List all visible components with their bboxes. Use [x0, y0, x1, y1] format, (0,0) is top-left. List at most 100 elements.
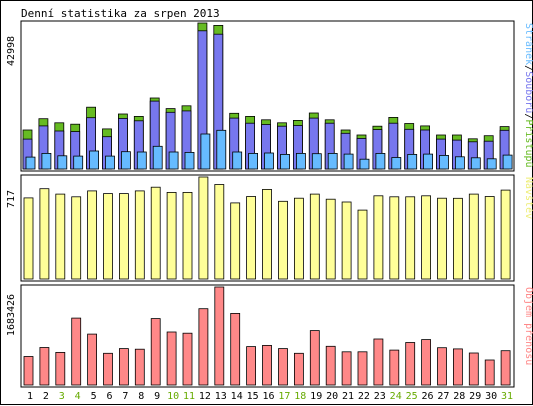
x-axis-day-labels: 1 2 3 4 5 6 7 8 9 10 11 12 13 14 15 16 17 18 19 20 21 22 23 24 2…: [27, 391, 513, 402]
bar-visits-Nvtv-day-19: [309, 193, 320, 280]
bar-visits-Nvtv-day-8: [134, 190, 145, 280]
panel-hits: 42998 Stránek/Souborů/Přístupů: [6, 20, 533, 172]
bar-transfer-Objempenosu-day-30: [484, 359, 495, 386]
bar-visits-Nvtv-day-23: [373, 195, 384, 280]
day-label-30: 30: [485, 391, 497, 402]
bar-hits-Strnek-day-23: [375, 152, 386, 170]
bar-transfer-Objempenosu-day-24: [389, 349, 400, 386]
day-label-27: 27: [437, 391, 449, 402]
bar-visits-Nvtv-day-30: [484, 196, 495, 280]
bar-visits-Nvtv-day-26: [421, 195, 432, 280]
bar-visits-Nvtv-day-5: [87, 190, 97, 280]
day-label-31: 31: [501, 391, 513, 402]
bar-visits-Nvtv-day-11: [182, 191, 193, 280]
panel-visits: 717 Návštěv: [6, 174, 533, 282]
bar-visits-Nvtv-day-4: [71, 196, 82, 280]
bar-hits-Strnek-day-22: [359, 158, 370, 170]
max-label-visits: 717: [6, 190, 17, 208]
legend-entry-transfer-0: Objem přenosu: [523, 287, 533, 365]
bar-transfer-Objempenosu-day-14: [230, 312, 241, 386]
bar-visits-Nvtv-day-2: [39, 188, 50, 280]
bar-visits-Nvtv-day-9: [150, 186, 161, 280]
chart-title: Denní statistika za srpen 2013: [21, 7, 220, 20]
bar-hits-Strnek-day-6: [105, 155, 115, 170]
bar-transfer-Objempenosu-day-8: [134, 348, 145, 386]
legend-entry-visits-0: Návštěv: [523, 177, 533, 219]
bar-visits-Nvtv-day-31: [500, 189, 511, 280]
bar-hits-Strnek-day-1: [25, 156, 36, 170]
bar-transfer-Objempenosu-day-6: [103, 352, 113, 386]
bar-transfer-Objempenosu-day-9: [150, 318, 161, 386]
bar-hits-Strnek-day-5: [89, 150, 99, 170]
bar-hits-Strnek-day-20: [327, 152, 338, 170]
day-label-1: 1: [27, 391, 33, 402]
bar-hits-Strnek-day-17: [280, 153, 290, 170]
day-label-10: 10: [167, 391, 179, 402]
bar-transfer-Objempenosu-day-17: [278, 348, 288, 386]
bar-hits-Strnek-day-15: [248, 152, 259, 170]
legend-entry-hits-4: Přístupů: [523, 119, 533, 167]
bar-visits-Nvtv-day-18: [293, 197, 304, 280]
bar-visits-Nvtv-day-20: [325, 198, 336, 280]
bar-transfer-Objempenosu-day-13: [214, 286, 225, 386]
day-label-17: 17: [278, 391, 290, 402]
day-label-7: 7: [122, 391, 128, 402]
day-label-9: 9: [154, 391, 160, 402]
bar-hits-Strnek-day-26: [423, 153, 434, 170]
bar-transfer-Objempenosu-day-18: [293, 352, 304, 386]
bar-hits-Strnek-day-10: [168, 151, 179, 170]
bar-hits-Strnek-day-3: [57, 155, 68, 170]
bar-transfer-Objempenosu-day-11: [182, 332, 193, 386]
bar-transfer-Objempenosu-day-26: [421, 339, 432, 386]
bar-hits-Strnek-day-12: [200, 133, 211, 170]
bar-hits-Strnek-day-30: [486, 158, 497, 170]
day-label-25: 25: [406, 391, 418, 402]
day-label-21: 21: [342, 391, 354, 402]
day-label-13: 13: [215, 391, 227, 402]
bar-visits-Nvtv-day-6: [103, 193, 113, 280]
bar-hits-Strnek-day-28: [454, 156, 465, 170]
bar-transfer-Objempenosu-day-28: [452, 348, 463, 386]
bar-hits-Strnek-day-8: [136, 151, 147, 170]
bar-transfer-Objempenosu-day-22: [357, 351, 368, 386]
bar-transfer-Objempenosu-day-23: [373, 338, 384, 386]
bar-transfer-Objempenosu-day-25: [405, 342, 416, 386]
day-label-28: 28: [453, 391, 465, 402]
max-label-transfer: 1683426: [6, 294, 17, 336]
legend-entry-hits-0: Stránek: [523, 23, 533, 65]
bar-hits-Strnek-day-7: [121, 151, 131, 170]
bar-visits-Nvtv-day-10: [166, 191, 177, 280]
bar-visits-Nvtv-day-15: [246, 196, 257, 280]
bar-transfer-Objempenosu-day-27: [437, 347, 447, 386]
bar-visits-Nvtv-day-29: [468, 193, 479, 280]
bar-visits-Nvtv-day-12: [198, 176, 209, 280]
bar-visits-Nvtv-day-7: [119, 193, 129, 280]
day-label-5: 5: [91, 391, 97, 402]
legend-entry-hits-1: /: [523, 65, 533, 71]
bar-hits-Strnek-day-19: [311, 153, 322, 170]
bar-hits-Strnek-day-13: [216, 129, 227, 170]
max-label-hits: 42998: [6, 36, 17, 66]
bar-transfer-Objempenosu-day-19: [309, 330, 320, 386]
bar-transfer-Objempenosu-day-29: [468, 352, 479, 386]
bar-hits-Strnek-day-18: [295, 152, 306, 170]
bar-transfer-Objempenosu-day-21: [341, 351, 352, 386]
bar-visits-Nvtv-day-27: [437, 197, 447, 280]
day-label-15: 15: [247, 391, 259, 402]
legend-hits: Stránek/Souborů/Přístupů: [523, 23, 533, 168]
day-label-22: 22: [358, 391, 370, 402]
bar-visits-Nvtv-day-1: [23, 197, 34, 280]
legend-entry-hits-2: Souborů: [523, 71, 533, 113]
bar-transfer-Objempenosu-day-12: [198, 308, 209, 386]
day-label-6: 6: [106, 391, 112, 402]
day-label-8: 8: [138, 391, 144, 402]
bar-visits-Nvtv-day-3: [55, 193, 66, 280]
bar-transfer-Objempenosu-day-1: [23, 356, 34, 386]
bar-hits-Strnek-day-25: [407, 153, 418, 170]
bar-transfer-Objempenosu-day-16: [262, 344, 272, 386]
bar-hits-Strnek-day-16: [264, 152, 274, 170]
day-label-26: 26: [421, 391, 433, 402]
bar-transfer-Objempenosu-day-2: [39, 347, 50, 386]
